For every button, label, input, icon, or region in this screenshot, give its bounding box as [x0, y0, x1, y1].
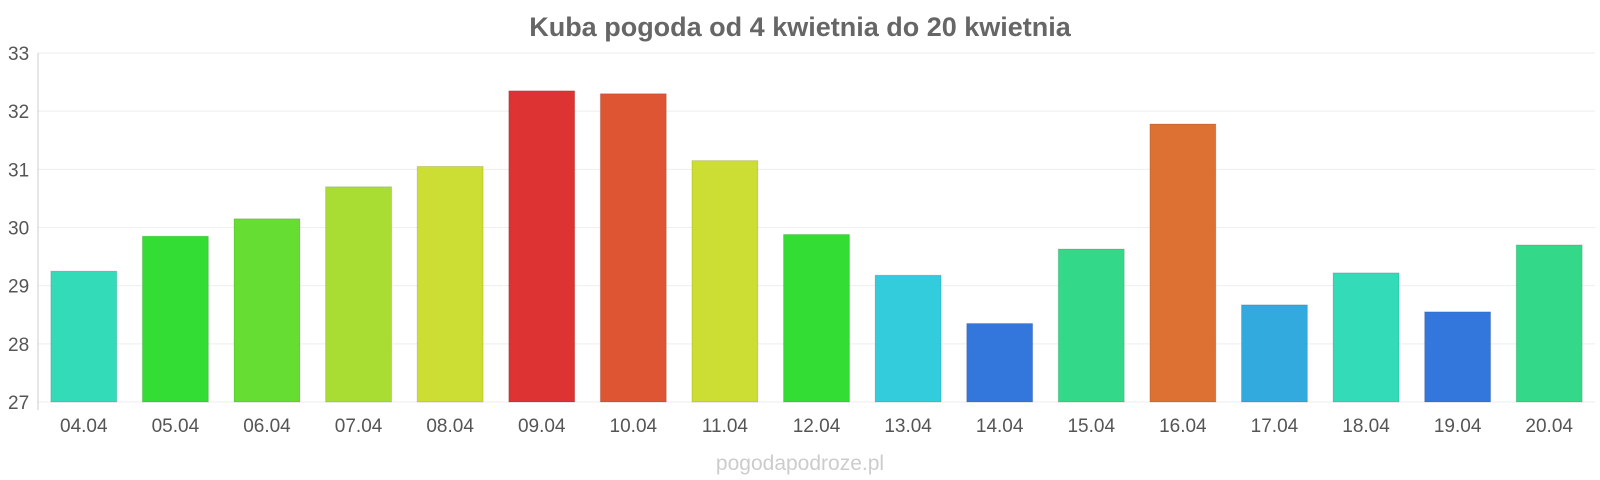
x-tick-label: 14.04: [976, 416, 1024, 437]
watermark: pogodapodroze.pl: [716, 452, 884, 475]
y-tick-label: 31: [8, 160, 29, 181]
x-tick-label: 13.04: [884, 416, 932, 437]
bar-13.04: [874, 274, 942, 403]
x-axis: 04.04 05.04 06.04 07.04 08.04 09.04 10.04 11.04…: [60, 416, 1573, 437]
bar-08.04: [416, 165, 484, 403]
x-tick-label: 04.04: [60, 416, 108, 437]
y-tick-label: 28: [8, 335, 29, 356]
bar-18.04: [1332, 272, 1400, 403]
bar-10.04: [599, 93, 667, 403]
y-tick-label: 32: [8, 102, 29, 123]
y-tick-label: 27: [8, 393, 29, 414]
y-tick-label: 29: [8, 277, 29, 298]
x-tick-label: 09.04: [518, 416, 566, 437]
x-tick-label: 12.04: [793, 416, 841, 437]
bar-12.04: [783, 233, 850, 403]
bar-17.04: [1240, 304, 1308, 403]
x-tick-label: 07.04: [335, 416, 383, 437]
bar-04.04: [50, 270, 118, 403]
x-tick-label: 16.04: [1159, 416, 1207, 437]
bar-11.04: [691, 160, 759, 403]
x-tick-label: 05.04: [152, 416, 200, 437]
bar-15.04: [1057, 248, 1125, 403]
x-tick-label: 08.04: [426, 416, 474, 437]
bar-16.04: [1149, 123, 1217, 403]
y-tick-label: 30: [8, 219, 29, 240]
bars: [50, 90, 1583, 403]
x-tick-label: 20.04: [1525, 416, 1573, 437]
bar-06.04: [233, 218, 301, 403]
x-tick-label: 15.04: [1067, 416, 1115, 437]
x-tick-label: 17.04: [1251, 416, 1299, 437]
x-tick-label: 10.04: [610, 416, 658, 437]
y-tick-label: 33: [8, 44, 29, 65]
bar-14.04: [966, 322, 1034, 403]
y-axis: 27 28 29 30 31 32 33: [8, 44, 39, 414]
x-tick-label: 06.04: [243, 416, 291, 437]
chart-title: Kuba pogoda od 4 kwietnia do 20 kwietnia: [529, 12, 1072, 42]
x-tick-label: 19.04: [1434, 416, 1482, 437]
bar-19.04: [1424, 311, 1492, 403]
bar-05.04: [141, 235, 209, 403]
bar-09.04: [508, 90, 576, 403]
bar-07.04: [325, 186, 393, 403]
bar-20.04: [1515, 244, 1583, 403]
x-tick-label: 11.04: [702, 416, 749, 437]
x-tick-label: 18.04: [1342, 416, 1390, 437]
